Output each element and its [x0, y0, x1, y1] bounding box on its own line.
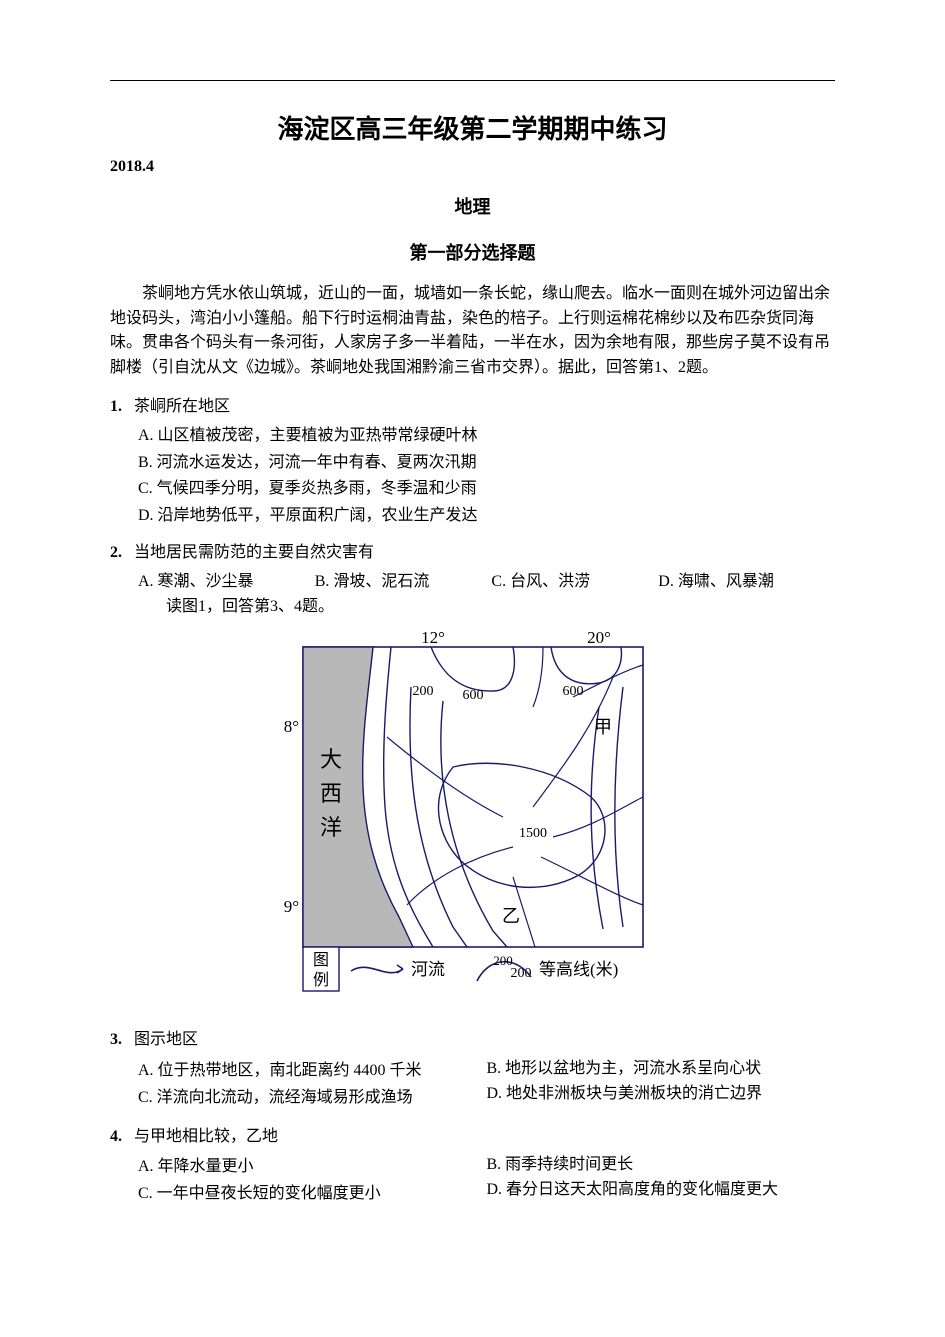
svg-text:等高线(米): 等高线(米) [539, 960, 618, 979]
q3-option-c: C. 洋流向北流动，流经海域易形成渔场 [138, 1086, 487, 1111]
q4-options: A. 年降水量更小 C. 一年中昼夜长短的变化幅度更小 B. 雨季持续时间更长 … [110, 1153, 835, 1209]
svg-text:600: 600 [462, 688, 483, 703]
q3-option-b: B. 地形以盆地为主，河流水系呈向心状 [487, 1057, 836, 1082]
reading-passage: 茶峒地方凭水依山筑城，近山的一面，城墙如一条长蛇，缘山爬去。临水一面则在城外河边… [110, 282, 835, 381]
question-2: 2. 当地居民需防范的主要自然灾害有 [110, 541, 835, 566]
svg-text:600: 600 [562, 684, 583, 699]
section-heading: 第一部分选择题 [110, 240, 835, 268]
q2-note: 读图1，回答第3、4题。 [166, 595, 835, 620]
exam-date: 2018.4 [110, 155, 835, 180]
q1-option-c: C. 气候四季分明，夏季炎热多雨，冬季温和少雨 [138, 477, 835, 502]
svg-text:19°: 19° [283, 897, 299, 916]
q3-stem: 图示地区 [134, 1031, 198, 1048]
exam-page: 海淀区高三年级第二学期期中练习 2018.4 地理 第一部分选择题 茶峒地方凭水… [0, 0, 945, 1269]
question-4: 4. 与甲地相比较，乙地 [110, 1125, 835, 1150]
svg-text:甲: 甲 [594, 717, 612, 737]
svg-text:200: 200 [493, 953, 513, 968]
svg-text:200: 200 [412, 684, 433, 699]
q4-option-d: D. 春分日这天太阳高度角的变化幅度更大 [487, 1178, 836, 1203]
svg-text:大: 大 [319, 747, 341, 772]
svg-text:乙: 乙 [502, 906, 520, 926]
question-1: 1. 茶峒所在地区 [110, 395, 835, 420]
svg-text:西: 西 [319, 781, 341, 806]
q3-options: A. 位于热带地区，南北距离约 4400 千米 C. 洋流向北流动，流经海域易形… [110, 1057, 835, 1113]
subject-heading: 地理 [110, 194, 835, 222]
q1-stem: 茶峒所在地区 [134, 398, 230, 415]
svg-text:12°: 12° [421, 628, 445, 647]
q2-option-b: B. 滑坡、泥石流 [315, 570, 492, 595]
q1-option-b: B. 河流水运发达，河流一年中有春、夏两次汛期 [138, 451, 835, 476]
q2-options: A. 寒潮、沙尘暴 B. 滑坡、泥石流 C. 台风、洪涝 D. 海啸、风暴潮 [138, 570, 835, 595]
svg-text:1500: 1500 [519, 826, 547, 841]
svg-text:洋: 洋 [319, 815, 341, 840]
question-3: 3. 图示地区 [110, 1028, 835, 1053]
q2-stem: 当地居民需防范的主要自然灾害有 [134, 544, 374, 561]
svg-text:图: 图 [312, 952, 328, 969]
svg-text:例: 例 [312, 971, 328, 989]
q2-option-d: D. 海啸、风暴潮 [658, 570, 835, 595]
q1-option-a: A. 山区植被茂密，主要植被为亚热带常绿硬叶林 [138, 424, 835, 449]
page-title: 海淀区高三年级第二学期期中练习 [110, 109, 835, 149]
q3-option-a: A. 位于热带地区，南北距离约 4400 千米 [138, 1059, 487, 1084]
q4-stem: 与甲地相比较，乙地 [134, 1128, 278, 1145]
q3-number: 3. [110, 1031, 122, 1048]
q1-options: A. 山区植被茂密，主要植被为亚热带常绿硬叶林 B. 河流水运发达，河流一年中有… [138, 424, 835, 529]
q4-number: 4. [110, 1128, 122, 1145]
svg-text:8°: 8° [283, 717, 298, 736]
q1-number: 1. [110, 398, 122, 415]
svg-text:河流: 河流 [411, 960, 445, 979]
svg-text:20°: 20° [587, 628, 611, 647]
q4-option-c: C. 一年中昼夜长短的变化幅度更小 [138, 1182, 487, 1207]
q3-option-d: D. 地处非洲板块与美洲板块的消亡边界 [487, 1082, 836, 1107]
q2-option-a: A. 寒潮、沙尘暴 [138, 570, 315, 595]
q2-number: 2. [110, 544, 122, 561]
q4-option-a: A. 年降水量更小 [138, 1155, 487, 1180]
q4-option-b: B. 雨季持续时间更长 [487, 1153, 836, 1178]
q1-option-d: D. 沿岸地势低平，平原面积广阔，农业生产发达 [138, 504, 835, 529]
map-svg: 12°20°8°19°大西洋2006006001500200甲乙图例河流200等… [283, 627, 663, 1007]
top-rule [110, 80, 835, 81]
figure-1: 12°20°8°19°大西洋2006006001500200甲乙图例河流200等… [110, 627, 835, 1016]
q2-option-c: C. 台风、洪涝 [491, 570, 658, 595]
